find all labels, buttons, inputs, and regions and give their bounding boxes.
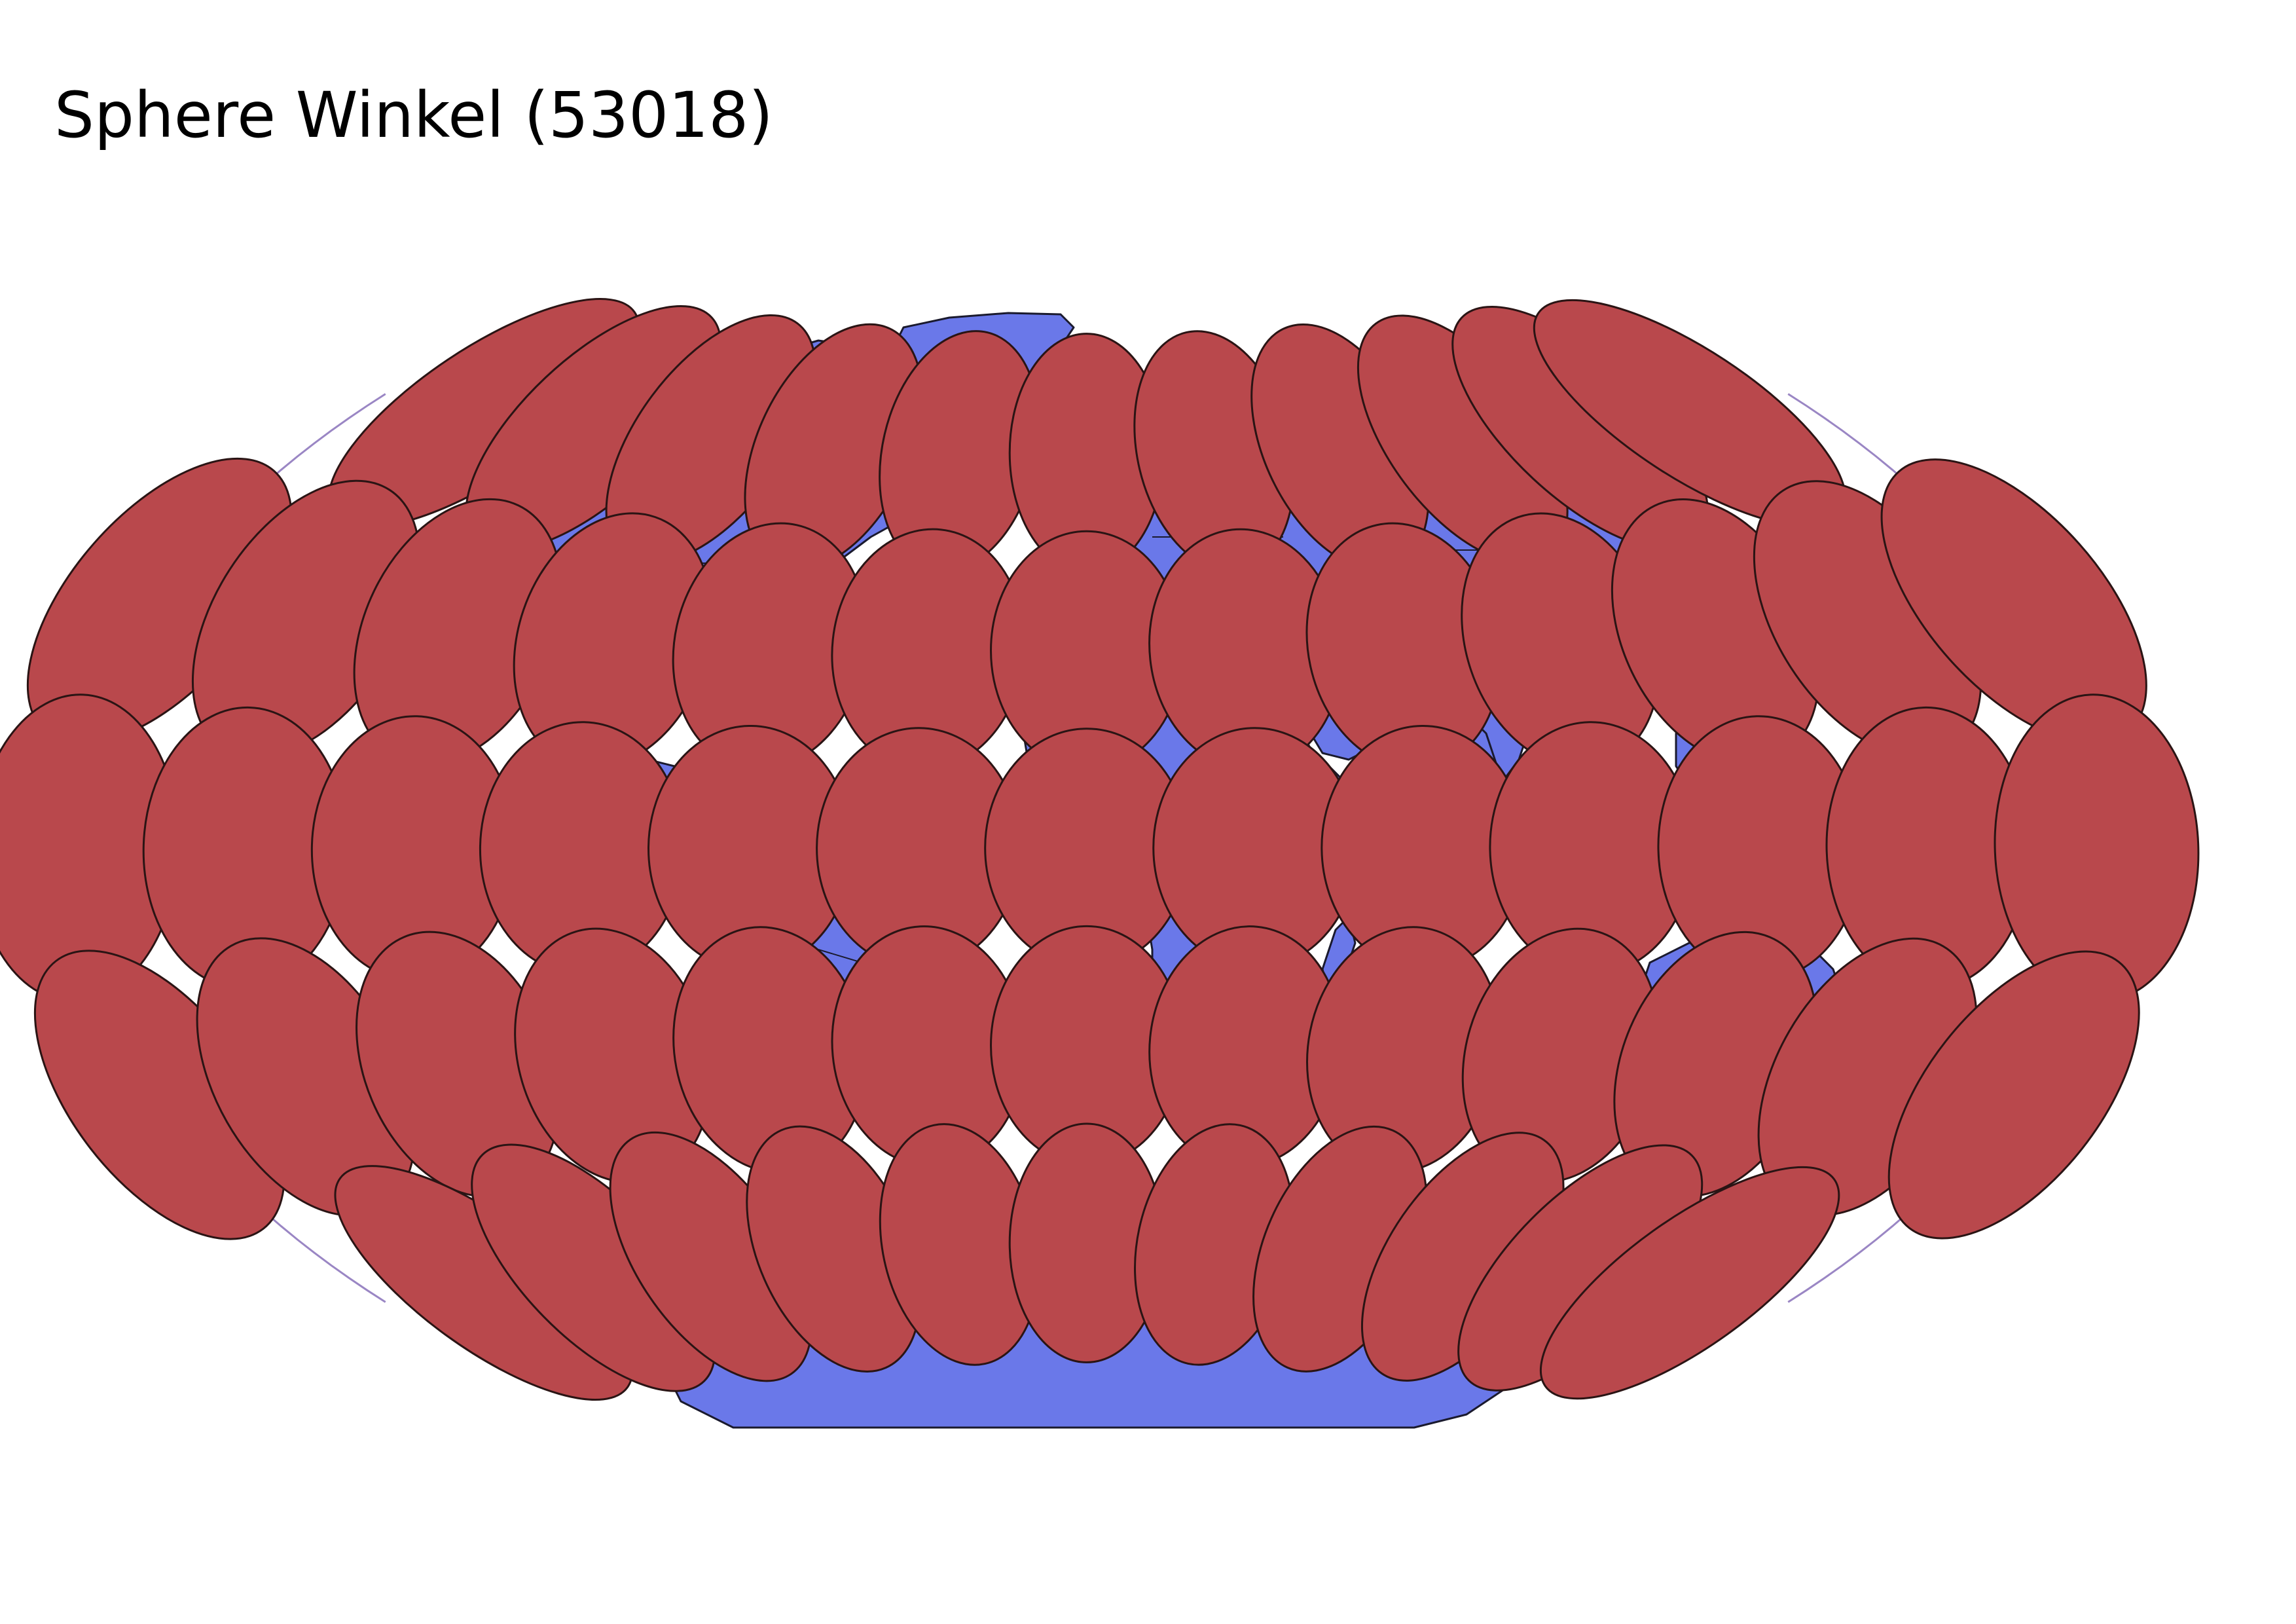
tissot-indicatrices	[0, 298, 2200, 1401]
tissot-indicatrix	[1539, 1166, 1840, 1400]
tissot-indicatrix	[1887, 950, 2140, 1240]
map-title: Sphere Winkel (53018)	[54, 79, 773, 152]
